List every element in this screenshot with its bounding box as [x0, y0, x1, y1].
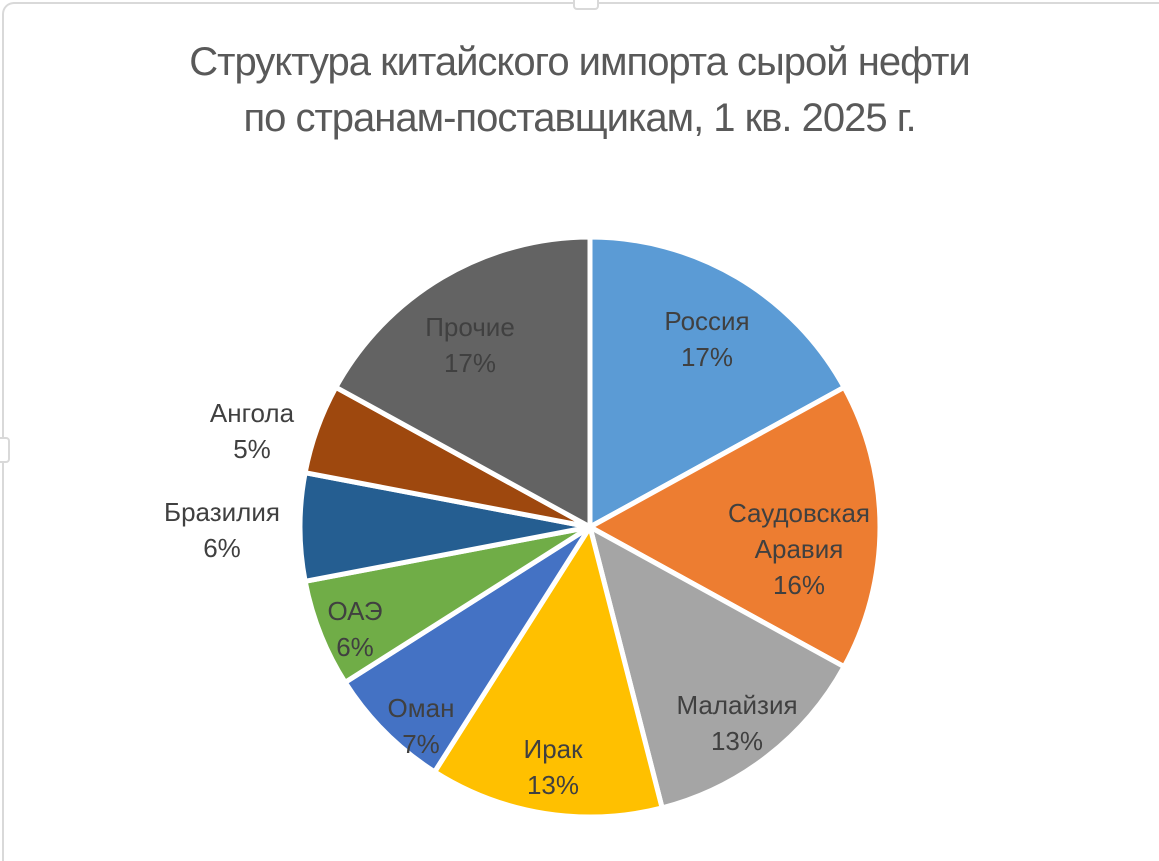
chart-title-line-2: по странам-поставщикам, 1 кв. 2025 г. — [243, 96, 916, 140]
pie-slice-1[interactable] — [587, 234, 847, 530]
resize-handle-left-icon[interactable] — [0, 437, 10, 463]
pie-slice-2[interactable] — [587, 384, 883, 670]
pie-slice-4[interactable] — [432, 524, 665, 820]
pie-slice-3[interactable] — [587, 524, 847, 811]
chart-title-line-1: Структура китайского импорта сырой нефти — [189, 40, 971, 84]
chart-title: Структура китайского импорта сырой нефти… — [0, 34, 1159, 146]
resize-handle-top-icon[interactable] — [573, 0, 599, 10]
pie-slice-9[interactable] — [333, 234, 593, 530]
